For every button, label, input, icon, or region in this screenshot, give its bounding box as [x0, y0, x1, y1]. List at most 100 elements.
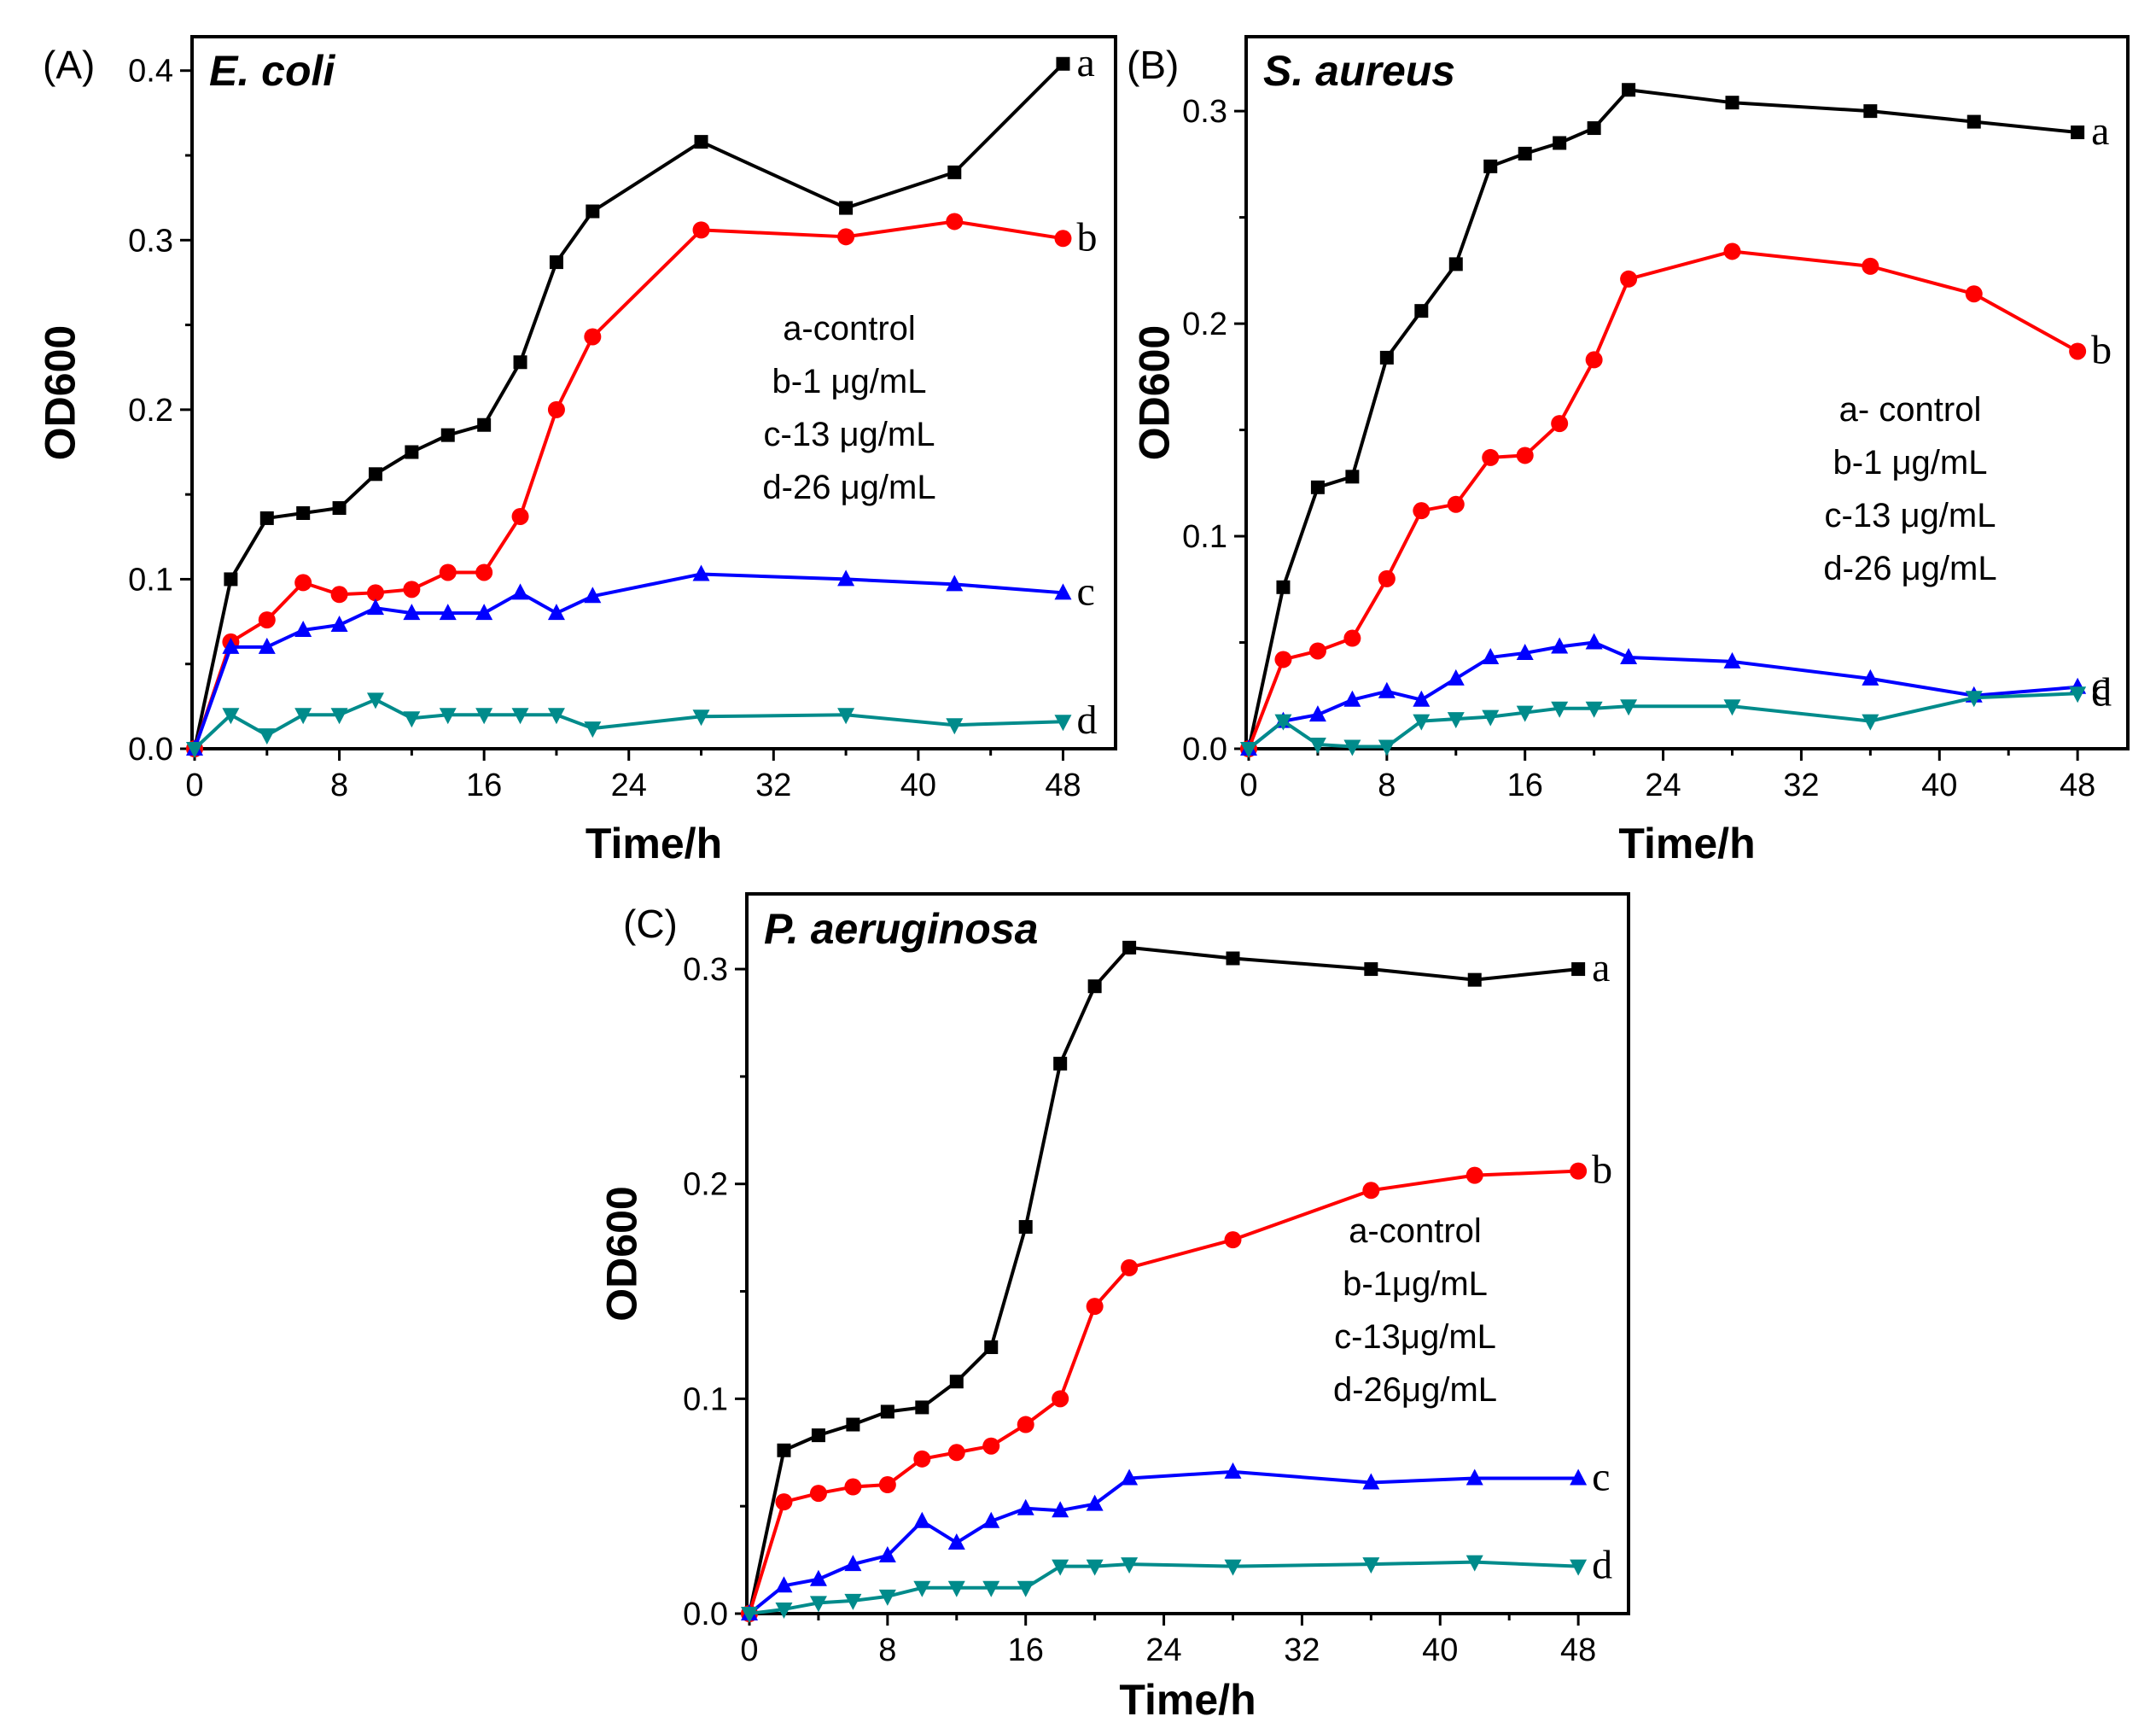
data-point-b	[330, 586, 348, 604]
data-point-c	[1362, 1473, 1380, 1490]
data-point-d	[741, 1607, 758, 1623]
data-point-b	[1224, 1231, 1242, 1249]
legend-entry: c-13 μg/mL	[1825, 497, 1996, 534]
legend-entry: b-1μg/mL	[1343, 1265, 1488, 1303]
x-tick-label: 32	[1783, 768, 1819, 803]
y-axis-title: OD600	[1131, 325, 1179, 460]
series-line-d	[749, 1560, 1579, 1615]
x-tick-label: 32	[755, 768, 791, 803]
x-tick-label: 16	[1008, 1632, 1044, 1668]
data-point-b	[692, 221, 710, 239]
data-point-b	[547, 400, 565, 418]
data-point-c	[878, 1546, 896, 1563]
data-point-c	[844, 1555, 862, 1572]
data-point-c	[1054, 583, 1072, 600]
data-point-a	[1364, 962, 1378, 977]
data-point-b	[2069, 342, 2087, 360]
data-point-d	[1054, 715, 1072, 732]
legend-entry: d-26 μg/mL	[762, 469, 935, 506]
y-axis-title: OD600	[598, 1186, 646, 1321]
series-end-label-d: d	[2091, 669, 2112, 715]
y-tick-label: 0.4	[128, 54, 173, 90]
data-point-d	[844, 1593, 862, 1610]
data-point-b	[1447, 495, 1465, 513]
data-point-c	[1551, 637, 1569, 654]
data-point-d	[1516, 705, 1534, 722]
data-point-d	[1862, 714, 1879, 731]
data-point-a	[915, 1400, 929, 1415]
data-point-a	[811, 1428, 825, 1443]
data-point-a	[777, 1443, 791, 1457]
data-point-b	[366, 584, 384, 602]
data-point-b	[403, 581, 421, 598]
data-point-a	[949, 1375, 964, 1389]
data-point-a	[947, 165, 962, 179]
data-point-a	[1587, 121, 1601, 136]
data-point-d	[1447, 712, 1465, 729]
data-point-d	[258, 728, 276, 745]
data-point-d	[1017, 1580, 1034, 1597]
x-tick-label: 40	[1422, 1632, 1458, 1668]
data-point-b	[1121, 1258, 1139, 1276]
data-point-d	[1274, 714, 1292, 731]
x-axis-title: Time/h	[586, 820, 722, 867]
data-point-b	[1862, 257, 1879, 275]
data-point-b	[439, 563, 457, 581]
data-point-d	[1343, 739, 1361, 756]
data-point-a	[1056, 56, 1070, 71]
data-point-b	[913, 1450, 931, 1468]
data-point-c	[1447, 668, 1465, 686]
data-point-d	[366, 692, 384, 709]
organism-title: E. coli	[209, 47, 335, 95]
data-point-a	[224, 572, 238, 587]
x-tick-label: 40	[900, 768, 936, 803]
data-point-a	[1053, 1056, 1068, 1071]
data-point-a	[405, 445, 419, 459]
x-tick-label: 0	[185, 768, 203, 803]
series-end-label-d: d	[1076, 698, 1097, 743]
data-point-b	[1551, 415, 1569, 433]
data-point-d	[947, 1580, 965, 1597]
x-tick-label: 32	[1284, 1632, 1320, 1668]
series-line-b	[193, 219, 1063, 750]
data-point-c	[775, 1576, 793, 1593]
x-tick-label: 0	[1239, 768, 1257, 803]
legend-entry: d-26μg/mL	[1333, 1371, 1497, 1409]
data-point-b	[775, 1493, 793, 1511]
y-tick-label: 0.1	[128, 562, 173, 598]
data-point-c	[837, 569, 855, 587]
data-point-c	[1516, 643, 1534, 660]
data-point-a	[1379, 350, 1394, 365]
data-point-a	[1276, 580, 1291, 594]
data-point-b	[1516, 447, 1534, 464]
data-point-b	[1585, 351, 1603, 369]
panel-b-s-aureus: 0 8 16 24 32 40 48 0.0 0.1 0.2 0.3 Time/h OD600 (B) S.…	[1127, 35, 2130, 867]
legend-entry: b-1 μg/mL	[772, 363, 927, 400]
data-point-d	[1413, 714, 1431, 731]
x-tick-label: 8	[878, 1632, 896, 1668]
data-point-c	[946, 575, 964, 592]
data-point-a	[1087, 979, 1102, 994]
data-point-a	[296, 505, 311, 520]
data-point-b	[947, 1444, 965, 1462]
data-point-b	[1465, 1166, 1483, 1184]
y-tick-label: 0.1	[1182, 519, 1227, 555]
data-point-d	[294, 708, 312, 725]
data-point-b	[1052, 1390, 1069, 1408]
series-line-c	[193, 572, 1063, 750]
panel-label: (C)	[623, 902, 678, 946]
data-point-c	[947, 1533, 965, 1550]
data-point-b	[475, 563, 493, 581]
data-point-b	[1378, 569, 1396, 587]
data-point-c	[439, 604, 457, 621]
data-point-d	[1240, 742, 1257, 758]
data-point-b	[1570, 1162, 1588, 1180]
data-point-b	[511, 507, 529, 525]
panel-label: (A)	[43, 43, 95, 87]
data-point-a	[332, 501, 347, 516]
data-point-b	[1054, 230, 1072, 248]
data-point-d	[1362, 1557, 1380, 1574]
data-point-b	[1413, 502, 1431, 520]
data-point-a	[477, 417, 492, 432]
data-point-d	[475, 708, 493, 725]
